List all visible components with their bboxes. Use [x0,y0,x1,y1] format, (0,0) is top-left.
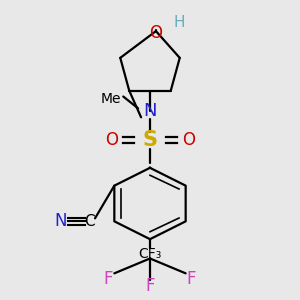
Text: O: O [105,130,118,148]
Text: S: S [142,130,158,150]
Text: C: C [84,214,94,229]
Text: H: H [174,15,185,30]
Text: F: F [103,270,113,288]
Text: F: F [187,270,196,288]
Text: O: O [149,24,162,42]
Text: Me: Me [101,92,122,106]
Text: CF₃: CF₃ [138,247,162,261]
Text: N: N [55,212,67,230]
Text: O: O [182,130,195,148]
Text: F: F [145,277,155,295]
Text: N: N [143,102,157,120]
